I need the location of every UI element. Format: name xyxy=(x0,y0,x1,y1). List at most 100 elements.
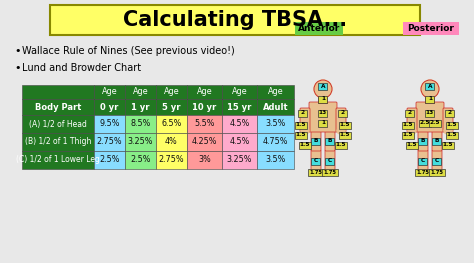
Bar xyxy=(22,85,94,99)
Text: 15 yr: 15 yr xyxy=(228,103,252,112)
Text: C: C xyxy=(435,159,439,164)
Bar xyxy=(447,132,458,139)
Text: Posterior: Posterior xyxy=(408,24,455,33)
Bar xyxy=(94,115,125,133)
Text: 2.75%: 2.75% xyxy=(97,138,122,146)
Bar xyxy=(326,138,335,144)
Bar xyxy=(426,83,435,89)
Bar xyxy=(257,99,294,115)
Bar xyxy=(257,85,294,99)
FancyBboxPatch shape xyxy=(319,95,328,104)
Text: 1.5: 1.5 xyxy=(403,133,413,138)
Bar xyxy=(94,133,125,151)
Text: 3.25%: 3.25% xyxy=(128,138,153,146)
Bar xyxy=(94,85,125,99)
Text: 1.75: 1.75 xyxy=(430,169,444,174)
Text: Anterior: Anterior xyxy=(298,24,340,33)
FancyBboxPatch shape xyxy=(426,95,435,104)
Text: 2.5%: 2.5% xyxy=(99,155,120,164)
Text: A: A xyxy=(428,83,432,89)
Text: 1.75: 1.75 xyxy=(417,169,429,174)
Bar xyxy=(156,115,187,133)
Text: 4%: 4% xyxy=(165,138,178,146)
Text: 0 yr: 0 yr xyxy=(100,103,118,112)
FancyBboxPatch shape xyxy=(300,108,310,132)
Text: 1: 1 xyxy=(321,120,325,125)
Bar xyxy=(299,141,310,149)
Text: 2.5: 2.5 xyxy=(430,120,440,125)
Bar xyxy=(222,151,257,169)
Ellipse shape xyxy=(444,128,452,134)
Bar xyxy=(402,122,414,129)
Bar xyxy=(299,109,308,117)
Ellipse shape xyxy=(311,169,321,174)
Text: B: B xyxy=(421,139,425,144)
Bar xyxy=(125,99,156,115)
Bar xyxy=(429,169,445,175)
Bar xyxy=(295,132,307,139)
Text: 13: 13 xyxy=(426,110,434,115)
Text: 2: 2 xyxy=(341,110,345,115)
Bar xyxy=(326,158,335,164)
Bar xyxy=(22,151,94,169)
Ellipse shape xyxy=(301,128,309,134)
FancyBboxPatch shape xyxy=(432,131,442,151)
Text: B: B xyxy=(328,139,332,144)
Text: 1.75: 1.75 xyxy=(323,169,337,174)
Text: 1.5: 1.5 xyxy=(447,123,457,128)
Text: 2.5%: 2.5% xyxy=(130,155,151,164)
Bar xyxy=(419,119,431,127)
Text: Age: Age xyxy=(102,88,117,97)
Bar xyxy=(322,169,337,175)
Bar xyxy=(187,151,222,169)
Text: 1.5: 1.5 xyxy=(340,123,350,128)
Text: B: B xyxy=(314,139,318,144)
Bar xyxy=(319,119,328,127)
Text: Age: Age xyxy=(164,88,179,97)
Text: 1.5: 1.5 xyxy=(340,133,350,138)
Text: 2: 2 xyxy=(448,110,452,115)
Text: 2: 2 xyxy=(301,110,305,115)
Bar xyxy=(94,99,125,115)
Text: 1.5: 1.5 xyxy=(296,133,306,138)
Bar xyxy=(22,133,94,151)
Text: 1.5: 1.5 xyxy=(443,143,453,148)
Bar xyxy=(338,109,347,117)
Bar xyxy=(187,133,222,151)
Bar xyxy=(429,119,441,127)
FancyBboxPatch shape xyxy=(432,150,442,170)
Bar xyxy=(156,99,187,115)
Bar xyxy=(222,115,257,133)
Text: Wallace Rule of Nines (See previous video!): Wallace Rule of Nines (See previous vide… xyxy=(22,46,235,56)
Bar xyxy=(319,83,328,89)
Text: 6.5%: 6.5% xyxy=(161,119,182,129)
FancyBboxPatch shape xyxy=(336,108,346,132)
Text: Adult: Adult xyxy=(263,103,288,112)
FancyBboxPatch shape xyxy=(443,108,453,132)
Text: 1.5: 1.5 xyxy=(300,143,310,148)
Bar xyxy=(311,158,320,164)
Text: 1.5: 1.5 xyxy=(336,143,346,148)
Text: 1.75: 1.75 xyxy=(310,169,322,174)
FancyBboxPatch shape xyxy=(309,102,337,132)
Bar xyxy=(257,151,294,169)
Text: 1.5: 1.5 xyxy=(403,123,413,128)
Text: 4.25%: 4.25% xyxy=(192,138,217,146)
Bar xyxy=(319,95,328,103)
Bar xyxy=(50,5,420,35)
Bar xyxy=(22,99,94,115)
Bar xyxy=(257,115,294,133)
Bar xyxy=(187,115,222,133)
Text: (B) 1/2 of 1 Thigh: (B) 1/2 of 1 Thigh xyxy=(25,138,91,146)
Text: Body Part: Body Part xyxy=(35,103,81,112)
Bar xyxy=(426,95,435,103)
Text: 4.5%: 4.5% xyxy=(229,138,250,146)
Bar xyxy=(419,158,428,164)
Text: Age: Age xyxy=(268,88,283,97)
FancyBboxPatch shape xyxy=(418,150,428,170)
Text: •: • xyxy=(14,46,20,56)
Ellipse shape xyxy=(418,169,428,174)
Bar xyxy=(339,132,351,139)
Bar xyxy=(156,133,187,151)
Text: 3.5%: 3.5% xyxy=(265,119,286,129)
